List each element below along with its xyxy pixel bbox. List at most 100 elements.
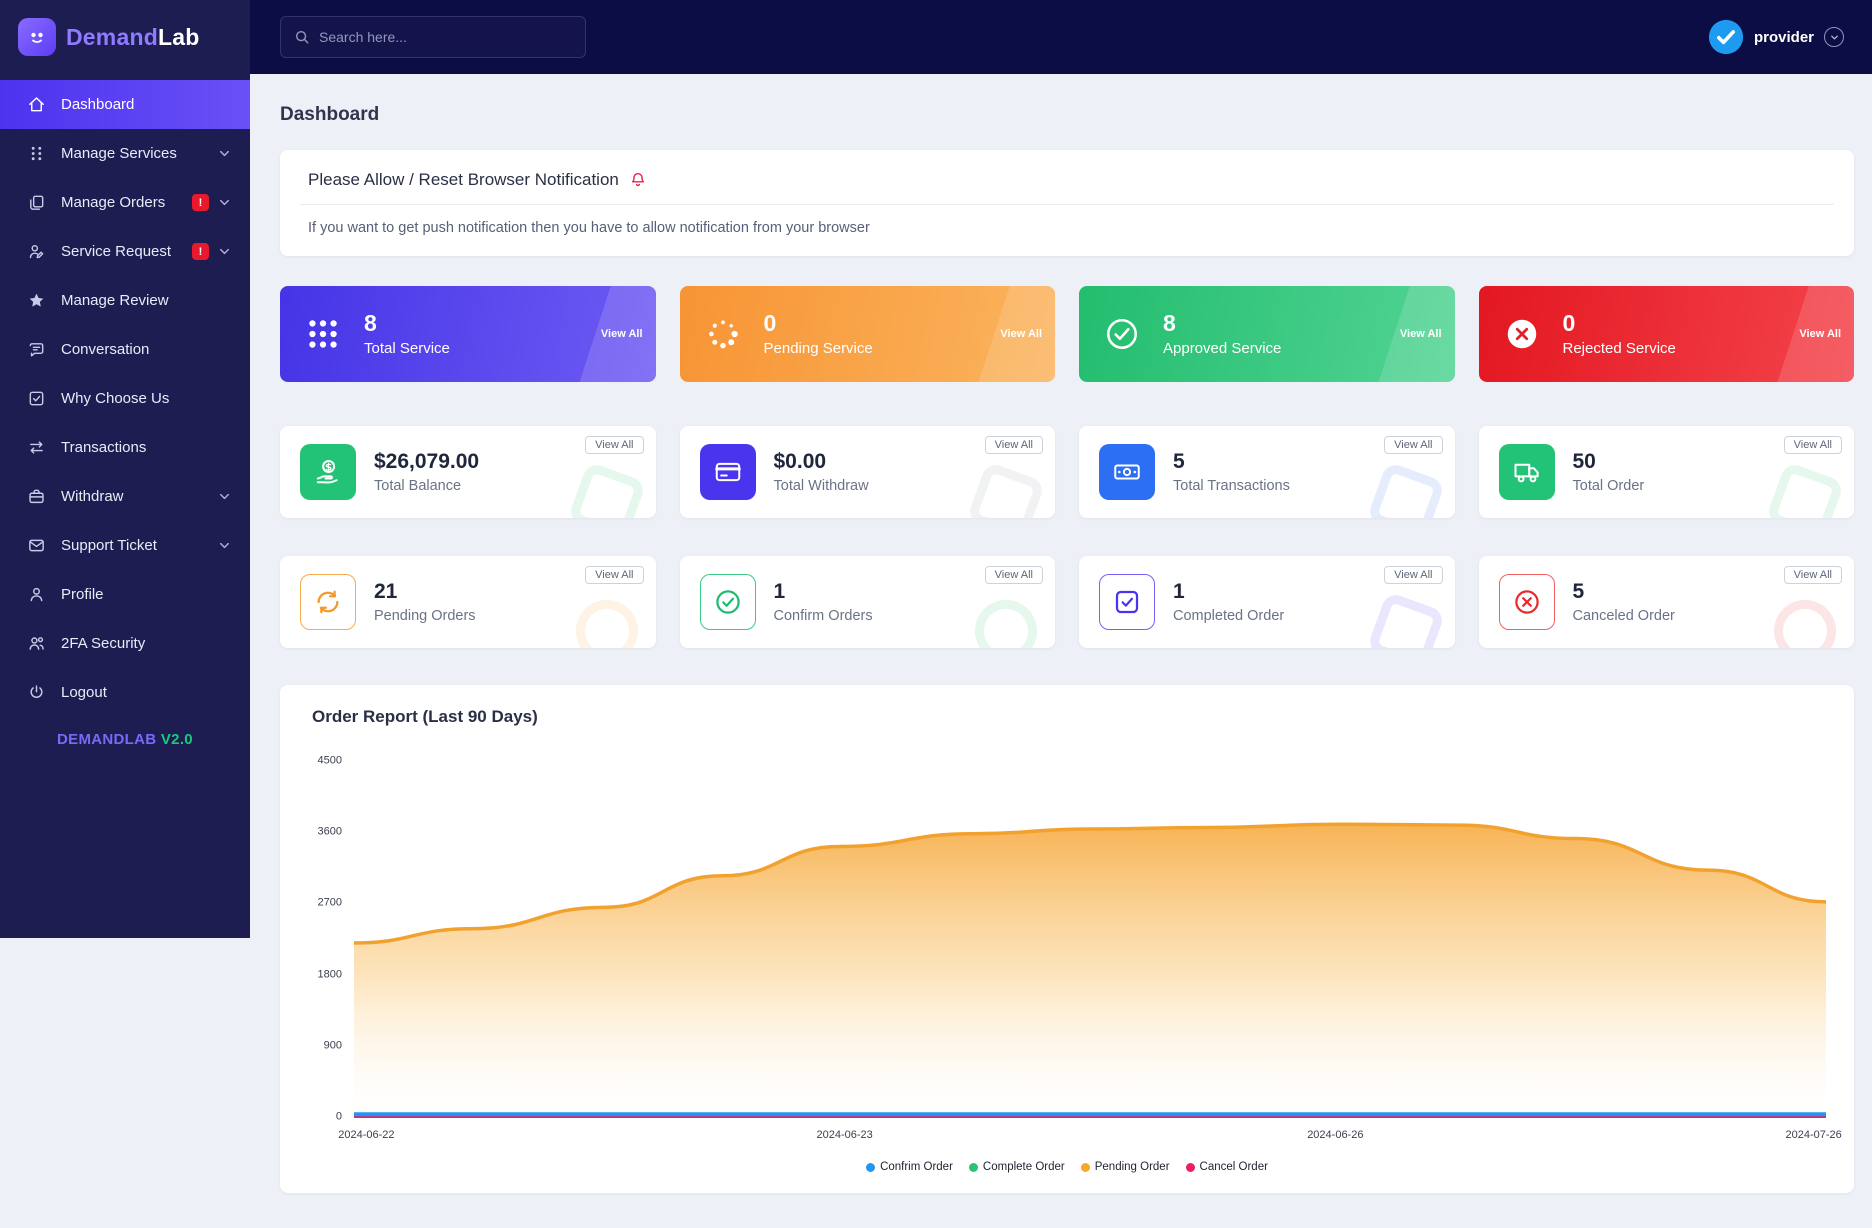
notification-title: Please Allow / Reset Browser Notificatio… bbox=[308, 170, 619, 189]
orders-row: 21 Pending Orders View All 1 Confirm Order… bbox=[280, 556, 1854, 648]
search-input[interactable] bbox=[319, 29, 572, 45]
view-all-button[interactable]: View All bbox=[1384, 436, 1443, 454]
view-all-button[interactable]: View All bbox=[1783, 436, 1842, 454]
watermark-money-icon bbox=[1365, 461, 1446, 518]
brand-logo[interactable]: DemandLab bbox=[0, 0, 250, 74]
credit-card-icon bbox=[699, 444, 756, 500]
card-label: Confirm Orders bbox=[773, 607, 873, 624]
star-icon bbox=[27, 291, 46, 310]
watermark-x-icon bbox=[1765, 591, 1845, 648]
card-label: Total Order bbox=[1572, 477, 1645, 494]
card-label: Total Balance bbox=[374, 477, 462, 494]
chart-plot-area bbox=[354, 755, 1826, 1123]
view-all-button[interactable]: View All bbox=[1399, 328, 1442, 340]
check-circle-icon bbox=[1103, 315, 1141, 353]
chat-icon bbox=[27, 340, 46, 359]
chart-x-label: 2024-07-26 bbox=[1785, 1129, 1842, 1141]
chart-y-tick: 3600 bbox=[317, 825, 342, 838]
x-circle-icon bbox=[1503, 315, 1541, 353]
chart-x-label: 2024-06-23 bbox=[816, 1129, 873, 1141]
sidebar-item-conversation[interactable]: Conversation bbox=[0, 325, 250, 374]
card-label: Completed Order bbox=[1173, 607, 1285, 624]
check-square-icon bbox=[27, 389, 46, 408]
chevron-down-icon bbox=[217, 538, 232, 553]
view-all-button[interactable]: View All bbox=[585, 566, 644, 584]
sidebar-item-logout[interactable]: Logout bbox=[0, 668, 250, 717]
alert-badge: ! bbox=[192, 243, 209, 260]
truck-icon bbox=[1498, 444, 1555, 500]
legend-item[interactable]: Complete Order bbox=[968, 1161, 1065, 1173]
legend-label: Complete Order bbox=[982, 1161, 1065, 1173]
watermark-refresh-icon bbox=[566, 591, 647, 648]
view-all-button[interactable]: View All bbox=[1783, 566, 1842, 584]
view-all-button[interactable]: View All bbox=[600, 328, 643, 340]
sidebar-item-label: Service Request bbox=[61, 243, 172, 260]
sidebar-item-manage-review[interactable]: Manage Review bbox=[0, 276, 250, 325]
card-total-order: 50 Total Order View All bbox=[1478, 426, 1854, 518]
notification-body: If you want to get push notification the… bbox=[308, 220, 870, 236]
card-total-balance: $ $26,079.00 Total Balance View All bbox=[280, 426, 656, 518]
stat-value: 8 bbox=[1163, 309, 1176, 336]
watermark-dollar-icon bbox=[566, 461, 647, 518]
sidebar-item-label: Transactions bbox=[61, 439, 147, 456]
chart-y-tick: 2700 bbox=[317, 896, 342, 909]
sidebar-item-dashboard[interactable]: Dashboard bbox=[0, 80, 250, 129]
sidebar-item-transactions[interactable]: Transactions bbox=[0, 423, 250, 472]
view-all-button[interactable]: View All bbox=[1799, 328, 1841, 340]
search-box[interactable] bbox=[280, 16, 586, 58]
sidebar-item-profile[interactable]: Profile bbox=[0, 570, 250, 619]
card-completed-order: 1 Completed Order View All bbox=[1079, 556, 1455, 648]
users-icon bbox=[27, 634, 46, 653]
view-all-button[interactable]: View All bbox=[1384, 566, 1443, 584]
stat-value: 0 bbox=[1562, 309, 1576, 336]
chevron-down-icon[interactable] bbox=[1824, 27, 1844, 47]
briefcase-icon bbox=[27, 487, 46, 506]
view-all-button[interactable]: View All bbox=[984, 566, 1043, 584]
legend-dot bbox=[1080, 1162, 1090, 1172]
sidebar: Dashboard Manage Services Manage Orders … bbox=[0, 74, 250, 938]
legend-item[interactable]: Cancel Order bbox=[1185, 1161, 1268, 1173]
card-value: $0.00 bbox=[773, 450, 827, 474]
view-all-button[interactable]: View All bbox=[984, 436, 1043, 454]
legend-dot bbox=[866, 1162, 876, 1172]
chevron-down-icon bbox=[217, 489, 232, 504]
view-all-button[interactable]: View All bbox=[1000, 328, 1042, 340]
legend-label: Cancel Order bbox=[1199, 1161, 1268, 1173]
sidebar-item-label: Manage Review bbox=[61, 292, 169, 309]
banknote-icon bbox=[1099, 444, 1155, 500]
card-canceled-order: 5 Canceled Order View All bbox=[1478, 556, 1854, 648]
brand-name-part2: Lab bbox=[157, 23, 200, 50]
sidebar-item-withdraw[interactable]: Withdraw bbox=[0, 472, 250, 521]
sidebar-item-service-request[interactable]: Service Request ! bbox=[0, 227, 250, 276]
card-label: Pending Orders bbox=[374, 607, 476, 624]
sidebar-item-support-ticket[interactable]: Support Ticket bbox=[0, 521, 250, 570]
avatar[interactable] bbox=[1708, 19, 1744, 55]
chart-x-axis: 2024-06-22 2024-06-23 2024-06-26 2024-07-26 bbox=[338, 1129, 1842, 1149]
sidebar-item-why-choose-us[interactable]: Why Choose Us bbox=[0, 374, 250, 423]
sidebar-item-label: Manage Services bbox=[61, 145, 177, 162]
legend-label: Pending Order bbox=[1094, 1161, 1170, 1173]
card-value: 21 bbox=[374, 580, 398, 604]
watermark-check-icon bbox=[966, 591, 1046, 648]
card-total-withdraw: $0.00 Total Withdraw View All bbox=[679, 426, 1055, 518]
user-name[interactable]: provider bbox=[1753, 28, 1814, 46]
orders-icon bbox=[27, 193, 46, 212]
chart-y-tick: 1800 bbox=[317, 968, 342, 981]
chevron-down-icon bbox=[217, 146, 232, 161]
stat-card-rejected-service: 0 Rejected Service View All bbox=[1478, 286, 1854, 382]
card-label: Total Transactions bbox=[1173, 477, 1290, 494]
legend-dot bbox=[968, 1162, 978, 1172]
search-icon bbox=[295, 30, 309, 44]
sidebar-item-2fa-security[interactable]: 2FA Security bbox=[0, 619, 250, 668]
view-all-button[interactable]: View All bbox=[585, 436, 644, 454]
card-total-transactions: 5 Total Transactions View All bbox=[1079, 426, 1455, 518]
alert-badge: ! bbox=[192, 194, 209, 211]
legend-item[interactable]: Confrim Order bbox=[866, 1161, 953, 1173]
sidebar-item-manage-services[interactable]: Manage Services bbox=[0, 129, 250, 178]
sidebar-item-label: Withdraw bbox=[61, 488, 124, 505]
stat-value: 8 bbox=[364, 309, 377, 336]
legend-item[interactable]: Pending Order bbox=[1080, 1161, 1170, 1173]
stat-label: Pending Service bbox=[763, 340, 873, 358]
chart-x-label: 2024-06-22 bbox=[338, 1129, 395, 1141]
sidebar-item-manage-orders[interactable]: Manage Orders ! bbox=[0, 178, 250, 227]
